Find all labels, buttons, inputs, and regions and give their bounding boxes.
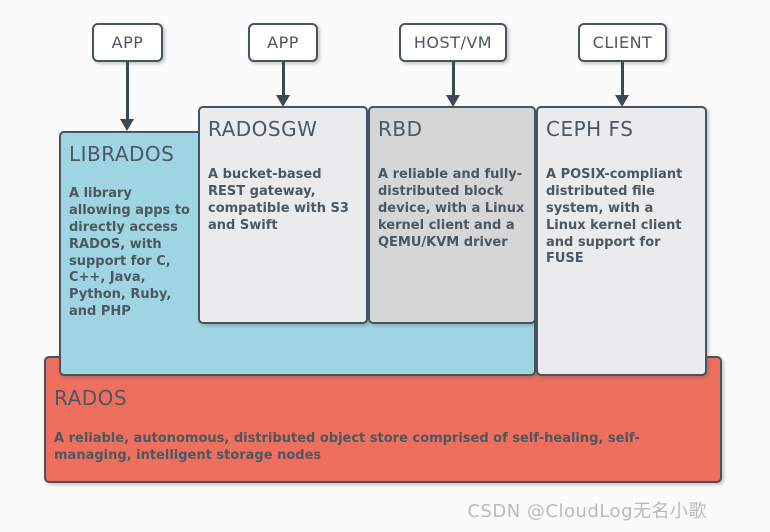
- arrow-line: [126, 62, 129, 119]
- node-host-vm: HOST/VM: [399, 23, 507, 62]
- arrow-line: [452, 62, 455, 95]
- panel-rados-description: A reliable, autonomous, distributed obje…: [54, 431, 640, 463]
- node-client: CLIENT: [578, 23, 667, 62]
- panel-radosgw-description: A bucket-based REST gateway, compatible …: [208, 167, 349, 233]
- panel-radosgw: RADOSGW A bucket-based REST gateway, com…: [198, 106, 368, 324]
- panel-cephfs-description: A POSIX-compliant distributed file syste…: [546, 167, 683, 267]
- arrow-down-icon: [120, 119, 134, 131]
- panel-cephfs: CEPH FS A POSIX-compliant distributed fi…: [536, 106, 707, 376]
- arrow-line: [621, 62, 624, 95]
- panel-rbd-title: RBD: [378, 117, 423, 141]
- panel-rados-title: RADOS: [54, 386, 128, 410]
- panel-radosgw-title: RADOSGW: [208, 117, 318, 141]
- panel-librados-title: LIBRADOS: [69, 142, 175, 166]
- panel-rbd-description: A reliable and fully-distributed block d…: [378, 167, 525, 250]
- node-app-1-label: APP: [111, 33, 144, 52]
- arrow-down-icon: [276, 95, 290, 107]
- node-client-label: CLIENT: [592, 33, 653, 52]
- panel-librados-description: A library allowing apps to directly acce…: [69, 186, 190, 320]
- node-app-2: APP: [248, 23, 318, 62]
- csdn-watermark: CSDN @CloudLog无名小歌: [467, 501, 707, 522]
- arrow-line: [282, 62, 285, 95]
- panel-cephfs-title: CEPH FS: [546, 117, 634, 141]
- panel-rados: RADOS A reliable, autonomous, distribute…: [44, 356, 722, 483]
- panel-rbd: RBD A reliable and fully-distributed blo…: [368, 106, 536, 324]
- arrow-down-icon: [446, 95, 460, 107]
- arrow-down-icon: [615, 95, 629, 107]
- node-host-vm-label: HOST/VM: [413, 33, 493, 52]
- node-app-1: APP: [92, 23, 163, 62]
- node-app-2-label: APP: [267, 33, 299, 52]
